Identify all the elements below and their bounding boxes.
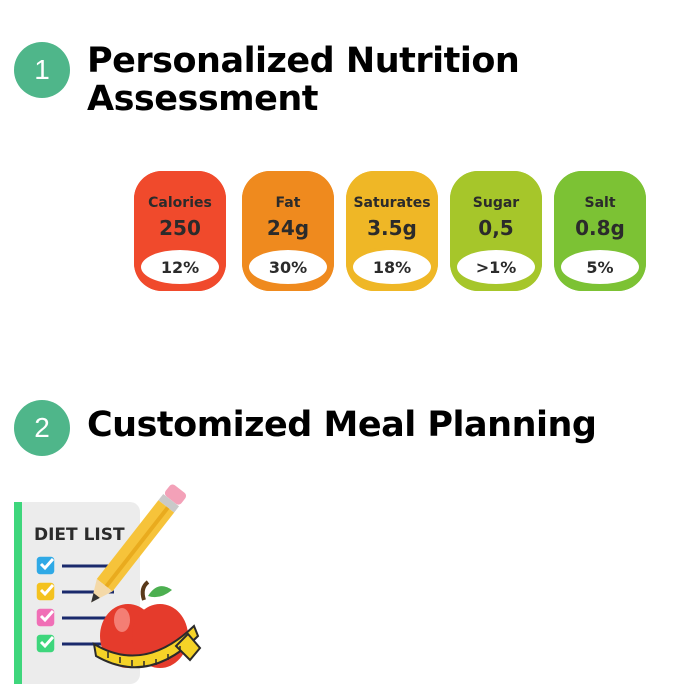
nutrient-percent: >1% xyxy=(454,247,538,287)
checkmark-icon xyxy=(39,584,55,597)
nutrition-label-saturates: Saturates 3.5g 18% xyxy=(346,171,438,291)
nutrition-label-sugar: Sugar 0,5 >1% xyxy=(450,171,542,291)
nutrient-percent: 30% xyxy=(246,247,330,287)
step-1-number: 1 xyxy=(34,54,50,85)
checklist-row xyxy=(36,582,114,601)
nutrient-name: Calories xyxy=(148,195,212,211)
checkmark-icon xyxy=(39,636,55,649)
nutrient-amount: 3.5g xyxy=(367,216,417,240)
nutrient-name: Sugar xyxy=(472,195,520,211)
nutrient-amount: 250 xyxy=(159,216,201,240)
diet-list-illustration: DIET LIST xyxy=(14,484,202,684)
nutrition-label-calories: Calories 250 12% xyxy=(134,171,226,291)
section-2-title: Customized Meal Planning xyxy=(87,405,597,445)
nutrient-amount: 0.8g xyxy=(575,216,625,240)
diet-list-title: DIET LIST xyxy=(34,525,125,545)
measuring-tape-icon xyxy=(92,624,202,669)
nutrient-name: Salt xyxy=(584,195,616,211)
nutrient-amount: 0,5 xyxy=(478,216,514,240)
step-2-number: 2 xyxy=(34,412,50,443)
nutrition-label-fat: Fat 24g 30% xyxy=(242,171,334,291)
clipboard-accent-bar xyxy=(14,502,22,684)
nutrient-name: Saturates xyxy=(353,195,431,211)
checkmark-icon xyxy=(39,558,55,571)
section-1-title: Personalized Nutrition Assessment xyxy=(87,41,520,119)
nutrient-percent: 5% xyxy=(558,247,642,287)
nutrient-amount: 24g xyxy=(266,216,310,240)
step-2-badge: 2 xyxy=(14,400,70,456)
nutrition-label-salt: Salt 0.8g 5% xyxy=(554,171,646,291)
nutrient-percent: 12% xyxy=(138,247,222,287)
nutrient-name: Fat xyxy=(275,195,301,211)
checkmark-icon xyxy=(39,610,55,623)
nutrient-percent: 18% xyxy=(350,247,434,287)
checklist-row xyxy=(36,556,114,575)
pencil-icon xyxy=(91,484,187,603)
step-1-badge: 1 xyxy=(14,42,70,98)
checklist-row xyxy=(36,608,114,627)
